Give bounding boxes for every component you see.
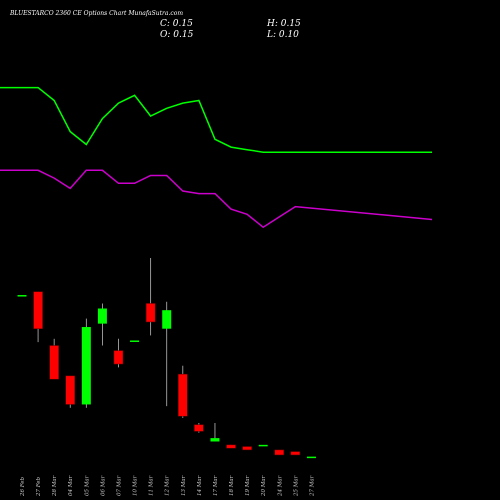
x-tick-label: 27 Feb xyxy=(36,476,42,497)
candle-05-mar xyxy=(81,318,91,408)
candle-body xyxy=(194,424,204,432)
x-tick-label: 04 Mar xyxy=(68,475,74,496)
indicator-line-2 xyxy=(0,169,433,229)
candle-06-mar xyxy=(97,303,107,346)
x-tick-label: 18 Mar xyxy=(229,475,235,496)
candle-body xyxy=(210,438,220,442)
x-tick-label: 27 Mar xyxy=(309,475,315,497)
candle-body xyxy=(306,456,316,459)
candle-25-mar xyxy=(290,451,301,456)
x-tick-label: 28 Mar xyxy=(52,475,58,497)
candle-18-mar xyxy=(226,444,236,449)
candle-04-mar xyxy=(65,375,75,408)
candle-12-mar xyxy=(162,301,172,407)
low-value: L: 0.10 xyxy=(266,30,299,40)
candle-24-mar xyxy=(274,449,285,456)
candle-20-mar xyxy=(258,444,268,447)
candle-body xyxy=(258,444,268,447)
candle-body xyxy=(17,295,27,297)
candle-28-mar xyxy=(49,338,59,380)
close-value: C: 0.15 xyxy=(160,19,193,29)
candle-13-mar xyxy=(178,365,188,418)
x-tick-label: 11 Mar xyxy=(149,475,155,496)
candle-body xyxy=(145,303,156,323)
candle-body xyxy=(81,327,91,405)
x-tick-label: 25 Mar xyxy=(293,475,299,497)
candle-body xyxy=(178,373,188,417)
indicator-line-1 xyxy=(0,86,432,153)
indicator-lines xyxy=(0,86,433,229)
candle-body xyxy=(274,449,285,456)
candle-17-mar xyxy=(210,422,220,442)
x-tick-label: 07 Mar xyxy=(116,475,122,496)
candle-body xyxy=(226,444,236,449)
x-tick-label: 10 Mar xyxy=(133,475,139,496)
candle-body xyxy=(130,340,140,342)
x-tick-label: 05 Mar xyxy=(84,475,90,496)
candles xyxy=(17,258,316,459)
candle-19-mar xyxy=(242,446,252,451)
candle-26-feb xyxy=(17,295,27,297)
candle-body xyxy=(65,375,75,405)
x-tick-label: 12 Mar xyxy=(165,475,171,496)
candle-body xyxy=(113,350,124,365)
candle-body xyxy=(242,446,252,451)
x-tick-label: 24 Mar xyxy=(277,475,283,497)
chart-title: BLUESTARCO 2360 CE Options Chart MunafaS… xyxy=(9,10,183,17)
x-tick-label: 13 Mar xyxy=(181,475,187,496)
candle-body xyxy=(290,451,301,456)
candle-10-mar xyxy=(130,340,140,342)
candle-body xyxy=(162,310,172,329)
candle-27-feb xyxy=(33,291,43,343)
x-tick-label: 26 Feb xyxy=(20,476,26,497)
candle-14-mar xyxy=(194,422,204,433)
x-axis: 26 Feb 27 Feb 28 Mar 04 Mar 05 Mar 06 Mar 07 M… xyxy=(20,475,315,497)
candle-body xyxy=(97,308,107,324)
x-tick-label: 06 Mar xyxy=(100,475,106,496)
open-value: O: 0.15 xyxy=(160,30,194,40)
candle-11-mar xyxy=(145,258,156,336)
x-tick-label: 19 Mar xyxy=(245,475,251,496)
x-tick-label: 20 Mar xyxy=(261,475,267,497)
candle-body xyxy=(33,291,43,329)
candle-07-mar xyxy=(113,338,124,368)
candle-27-mar xyxy=(306,456,316,459)
x-tick-label: 17 Mar xyxy=(213,475,219,496)
x-tick-label: 14 Mar xyxy=(197,475,203,496)
high-value: H: 0.15 xyxy=(266,19,301,29)
candle-body xyxy=(49,345,59,380)
